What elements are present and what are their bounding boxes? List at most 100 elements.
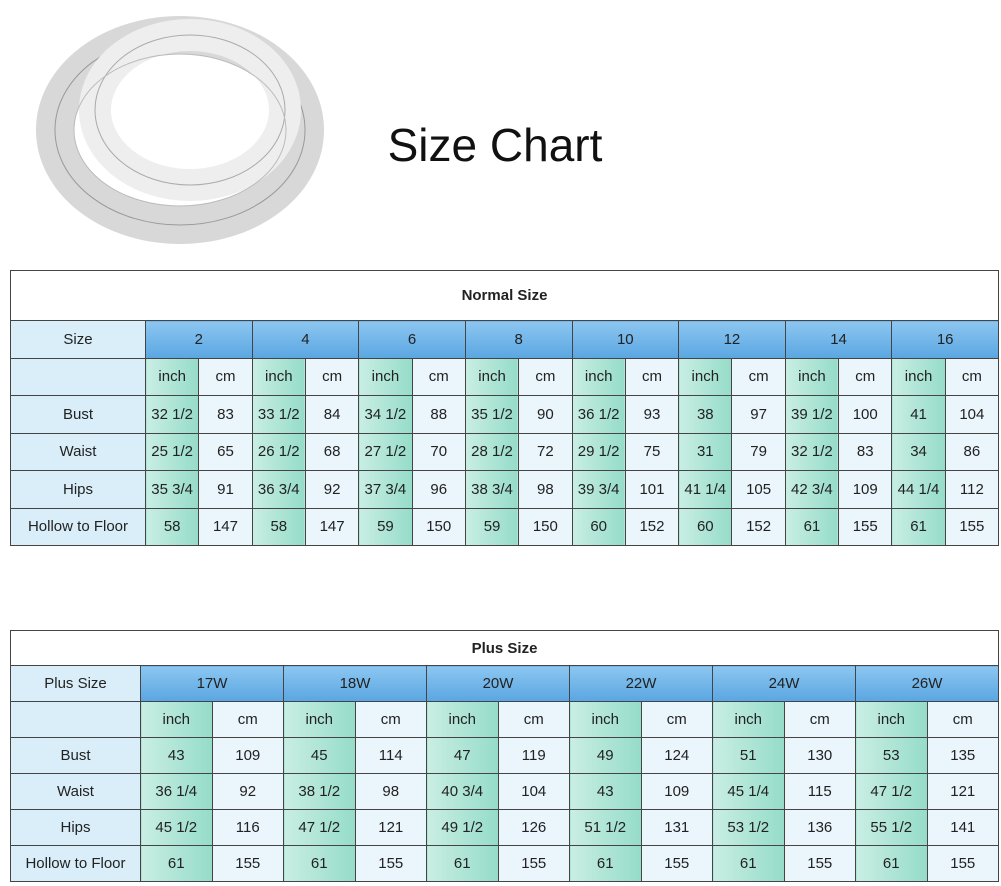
- measurement: 29 1/2: [571, 432, 626, 471]
- measurement: 155: [640, 845, 713, 882]
- measurement: 147: [198, 507, 253, 546]
- row-label: Bust: [10, 737, 141, 774]
- measurement: 47 1/2: [283, 809, 356, 846]
- measurement: 43: [569, 773, 642, 810]
- measurement: 45 1/4: [712, 773, 785, 810]
- unit-header: inch: [571, 357, 626, 396]
- table-row: inch cm inch cm inch cm inch cm inch cm inch cm: [10, 701, 1000, 738]
- measurement: 55 1/2: [855, 809, 928, 846]
- measurement: 47 1/2: [855, 773, 928, 810]
- measurement: 109: [640, 773, 713, 810]
- table-row: Size 2 4 6 8 10 12 14 16: [10, 320, 1000, 359]
- empty-cell: [10, 357, 146, 396]
- size-header: 2: [145, 320, 253, 359]
- measurement: 112: [944, 470, 1000, 509]
- unit-header: inch: [569, 701, 642, 738]
- measurement: 130: [783, 737, 856, 774]
- measurement: 152: [624, 507, 680, 546]
- measurement: 25 1/2: [144, 432, 200, 471]
- measurement: 150: [518, 507, 573, 546]
- unit-header: inch: [712, 701, 785, 738]
- measurement: 61: [891, 507, 946, 546]
- size-header: 16: [891, 320, 1000, 359]
- measurement: 44 1/4: [891, 470, 946, 509]
- measurement: 53 1/2: [712, 809, 785, 846]
- measurement: 31: [678, 432, 733, 471]
- measurement: 68: [304, 432, 360, 471]
- row-label: Bust: [10, 395, 146, 434]
- unit-header: cm: [926, 701, 1000, 738]
- measurement: 41: [891, 395, 946, 434]
- unit-header: cm: [198, 357, 253, 396]
- table-title: Normal Size: [9, 270, 1000, 321]
- row-label: Hollow to Floor: [10, 845, 141, 882]
- unit-header: cm: [640, 701, 713, 738]
- measurement: 36 1/2: [571, 395, 626, 434]
- measurement: 61: [140, 845, 213, 882]
- measurement: 35 3/4: [144, 470, 200, 509]
- measurement: 104: [497, 773, 570, 810]
- table-row: Bust 32 1/2 83 33 1/2 84 34 1/2 88 35 1/2 90 36 1…: [10, 395, 1000, 434]
- measurement: 38 3/4: [464, 470, 520, 509]
- measurement: 97: [731, 395, 786, 434]
- measurement: 155: [944, 507, 1000, 546]
- row-label: Waist: [10, 773, 141, 810]
- size-header: 6: [358, 320, 466, 359]
- unit-header: inch: [678, 357, 733, 396]
- unit-header: cm: [944, 357, 1000, 396]
- measurement: 109: [211, 737, 284, 774]
- tape-measure-image: [36, 16, 324, 244]
- measurement: 109: [838, 470, 893, 509]
- table-row: Hips 45 1/2 116 47 1/2 121 49 1/2 126 51 1/2 131…: [10, 809, 1000, 846]
- measurement: 90: [518, 395, 573, 434]
- measurement: 79: [731, 432, 786, 471]
- measurement: 45 1/2: [140, 809, 213, 846]
- measurement: 155: [354, 845, 427, 882]
- measurement: 60: [678, 507, 733, 546]
- measurement: 100: [838, 395, 893, 434]
- measurement: 141: [926, 809, 1000, 846]
- size-header: 10: [571, 320, 680, 359]
- empty-cell: [10, 701, 141, 738]
- measurement: 49 1/2: [426, 809, 499, 846]
- table-row: Plus Size 17W 18W 20W 22W 24W 26W: [10, 665, 1000, 702]
- measurement: 40 3/4: [426, 773, 499, 810]
- measurement: 124: [640, 737, 713, 774]
- measurement: 150: [411, 507, 466, 546]
- unit-header: inch: [140, 701, 213, 738]
- measurement: 32 1/2: [144, 395, 200, 434]
- measurement: 61: [855, 845, 928, 882]
- measurement: 152: [731, 507, 786, 546]
- measurement: 53: [855, 737, 928, 774]
- measurement: 119: [497, 737, 570, 774]
- row-label: Hips: [10, 470, 146, 509]
- size-header: 18W: [283, 665, 427, 702]
- measurement: 93: [624, 395, 680, 434]
- unit-header: cm: [518, 357, 573, 396]
- measurement: 92: [304, 470, 360, 509]
- measurement: 96: [411, 470, 466, 509]
- measurement: 45: [283, 737, 356, 774]
- measurement: 155: [838, 507, 893, 546]
- measurement: 33 1/2: [251, 395, 306, 434]
- row-label: Hollow to Floor: [10, 507, 146, 546]
- row-label: Waist: [10, 432, 146, 471]
- measurement: 61: [569, 845, 642, 882]
- measurement: 136: [783, 809, 856, 846]
- size-header: 26W: [854, 665, 1000, 702]
- unit-header: inch: [464, 357, 520, 396]
- unit-header: cm: [354, 701, 427, 738]
- measurement: 155: [926, 845, 1000, 882]
- header-label: Plus Size: [10, 665, 141, 702]
- unit-header: inch: [426, 701, 499, 738]
- measurement: 155: [783, 845, 856, 882]
- measurement: 83: [838, 432, 893, 471]
- measurement: 72: [518, 432, 573, 471]
- measurement: 83: [198, 395, 253, 434]
- unit-header: cm: [838, 357, 893, 396]
- measurement: 34: [891, 432, 946, 471]
- measurement: 98: [518, 470, 573, 509]
- measurement: 36 1/4: [140, 773, 213, 810]
- measurement: 58: [251, 507, 306, 546]
- size-header: 20W: [426, 665, 570, 702]
